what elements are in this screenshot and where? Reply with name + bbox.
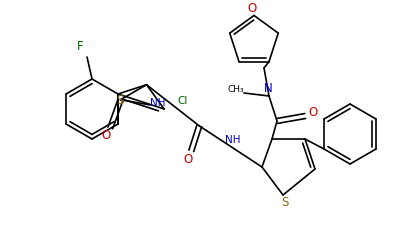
Text: O: O [102, 129, 111, 143]
Text: NH: NH [225, 136, 240, 145]
Text: F: F [77, 40, 83, 53]
Text: O: O [309, 106, 318, 120]
Text: CH₃: CH₃ [228, 85, 244, 94]
Text: S: S [281, 196, 289, 209]
Text: Cl: Cl [177, 96, 187, 106]
Text: N: N [264, 82, 272, 94]
Text: S: S [116, 94, 124, 107]
Text: O: O [247, 2, 256, 15]
Text: NH: NH [151, 98, 166, 108]
Text: O: O [183, 153, 193, 166]
